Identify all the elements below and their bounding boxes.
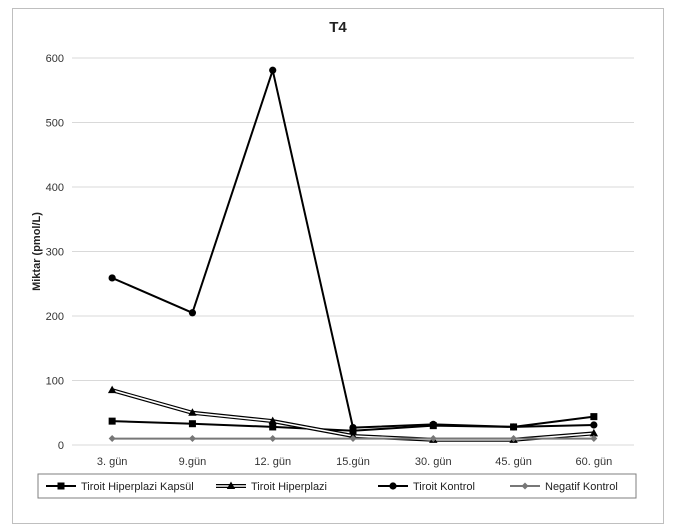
y-tick-label: 400 bbox=[46, 182, 64, 194]
series-3-point bbox=[429, 420, 437, 428]
series-4-point bbox=[349, 435, 357, 443]
x-tick-label: 45. gün bbox=[495, 456, 532, 468]
series-3-point bbox=[349, 423, 357, 432]
series-4-point bbox=[269, 435, 277, 443]
x-tick-label: 12. gün bbox=[254, 456, 291, 468]
series-4-point bbox=[188, 435, 196, 443]
series-1-point bbox=[590, 413, 598, 421]
series-2-point bbox=[268, 416, 277, 425]
series-4-point bbox=[510, 435, 518, 443]
x-tick-label: 3. gün bbox=[97, 456, 128, 468]
legend-series-1-label: Tiroit Hiperplazi Kapsül bbox=[81, 481, 194, 493]
y-tick-label: 100 bbox=[46, 376, 64, 388]
series-3-line bbox=[111, 69, 594, 429]
legend-series-4-marker bbox=[521, 482, 529, 490]
series-4-point bbox=[590, 435, 598, 443]
y-axis-label: Miktar (pmol/L) bbox=[31, 212, 43, 291]
legend-series-3-label: Tiroit Kontrol bbox=[413, 481, 475, 493]
x-tick-label: 30. gün bbox=[415, 456, 452, 468]
legend-box bbox=[37, 473, 637, 499]
series-3-point bbox=[108, 274, 116, 282]
series-2-point bbox=[188, 408, 197, 416]
series-3-point bbox=[590, 421, 598, 429]
y-tick-label: 200 bbox=[46, 311, 64, 323]
series-3-point bbox=[269, 66, 277, 74]
y-tick-label: 600 bbox=[46, 53, 64, 65]
series-2-point bbox=[107, 385, 117, 394]
series-3-point bbox=[509, 423, 518, 431]
series-2-point bbox=[589, 428, 599, 437]
series-1-point bbox=[108, 417, 116, 425]
series-4-point bbox=[429, 435, 437, 443]
x-tick-label: 60. gün bbox=[576, 456, 613, 468]
y-tick-label: 0 bbox=[58, 440, 64, 452]
legend-series-4-label: Negatif Kontrol bbox=[545, 481, 618, 493]
chart-title: T4 bbox=[329, 19, 347, 36]
x-tick-label: 15.gün bbox=[336, 456, 370, 468]
y-tick-label: 500 bbox=[46, 118, 64, 130]
series-1-point bbox=[269, 423, 277, 431]
series-3-point bbox=[188, 309, 197, 317]
series-4-point bbox=[108, 435, 116, 443]
legend-series-1-marker bbox=[57, 482, 65, 490]
y-tick-label: 300 bbox=[46, 247, 64, 259]
series-1-point bbox=[188, 420, 196, 428]
legend-series-3-marker bbox=[389, 482, 397, 490]
x-tick-label: 9.gün bbox=[179, 456, 207, 468]
legend-series-2-marker bbox=[226, 481, 236, 489]
legend-series-2-label: Tiroit Hiperplazi bbox=[251, 481, 327, 493]
